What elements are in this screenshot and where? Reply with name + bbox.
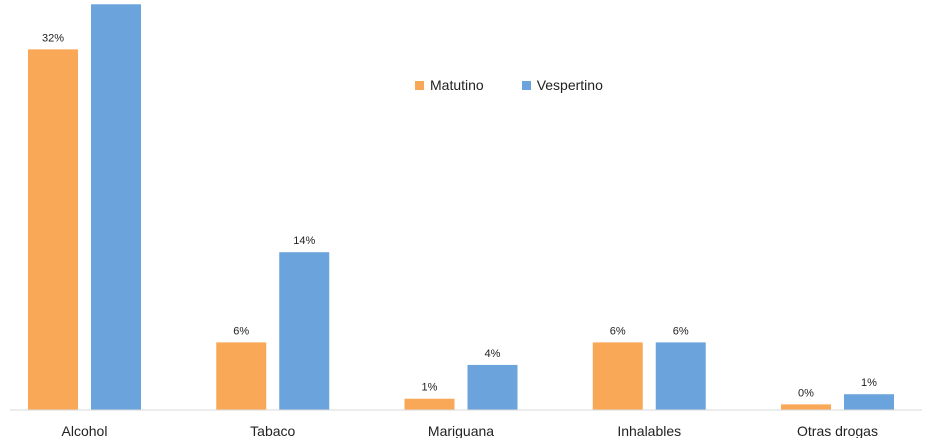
data-label: 6% <box>673 325 689 337</box>
bar-vespertino-tabaco <box>279 252 330 410</box>
labels-layer: 32%36%Alcohol6%14%Tabaco1%4%Mariguana6%6… <box>42 32 878 438</box>
x-tick-label: Tabaco <box>250 423 295 438</box>
data-label: 1% <box>422 382 438 394</box>
x-tick-label: Mariguana <box>428 423 494 438</box>
data-label: 4% <box>485 348 501 360</box>
bar-matutino-mariguana <box>404 398 455 410</box>
legend-item-vespertino: Vespertino <box>521 77 603 93</box>
bars-layer <box>28 4 894 411</box>
bar-vespertino-inhalables <box>655 342 706 410</box>
bar-matutino-tabaco <box>216 342 267 410</box>
x-tick-label: Inhalables <box>617 423 681 438</box>
x-tick-label: Otras drogas <box>797 423 878 438</box>
legend: Matutino Vespertino <box>415 77 641 93</box>
x-tick-label: Alcohol <box>62 423 108 438</box>
bar-matutino-otras-drogas <box>781 404 831 410</box>
data-label: 1% <box>861 377 877 389</box>
data-label: 14% <box>293 235 315 247</box>
bar-vespertino-alcohol <box>91 4 141 411</box>
legend-swatch-vespertino <box>521 80 531 90</box>
legend-label-matutino: Matutino <box>430 77 484 93</box>
legend-swatch-matutino <box>415 80 424 90</box>
legend-label-vespertino: Vespertino <box>536 77 603 93</box>
data-label: 32% <box>42 32 64 44</box>
bar-matutino-inhalables <box>592 342 643 410</box>
bar-matutino-alcohol <box>28 49 78 411</box>
bar-vespertino-mariguana <box>467 364 518 410</box>
legend-item-matutino: Matutino <box>415 77 484 93</box>
data-label: 6% <box>610 325 626 337</box>
data-label: 0% <box>798 387 814 399</box>
bar-vespertino-otras-drogas <box>844 394 894 410</box>
data-label: 6% <box>233 325 249 337</box>
